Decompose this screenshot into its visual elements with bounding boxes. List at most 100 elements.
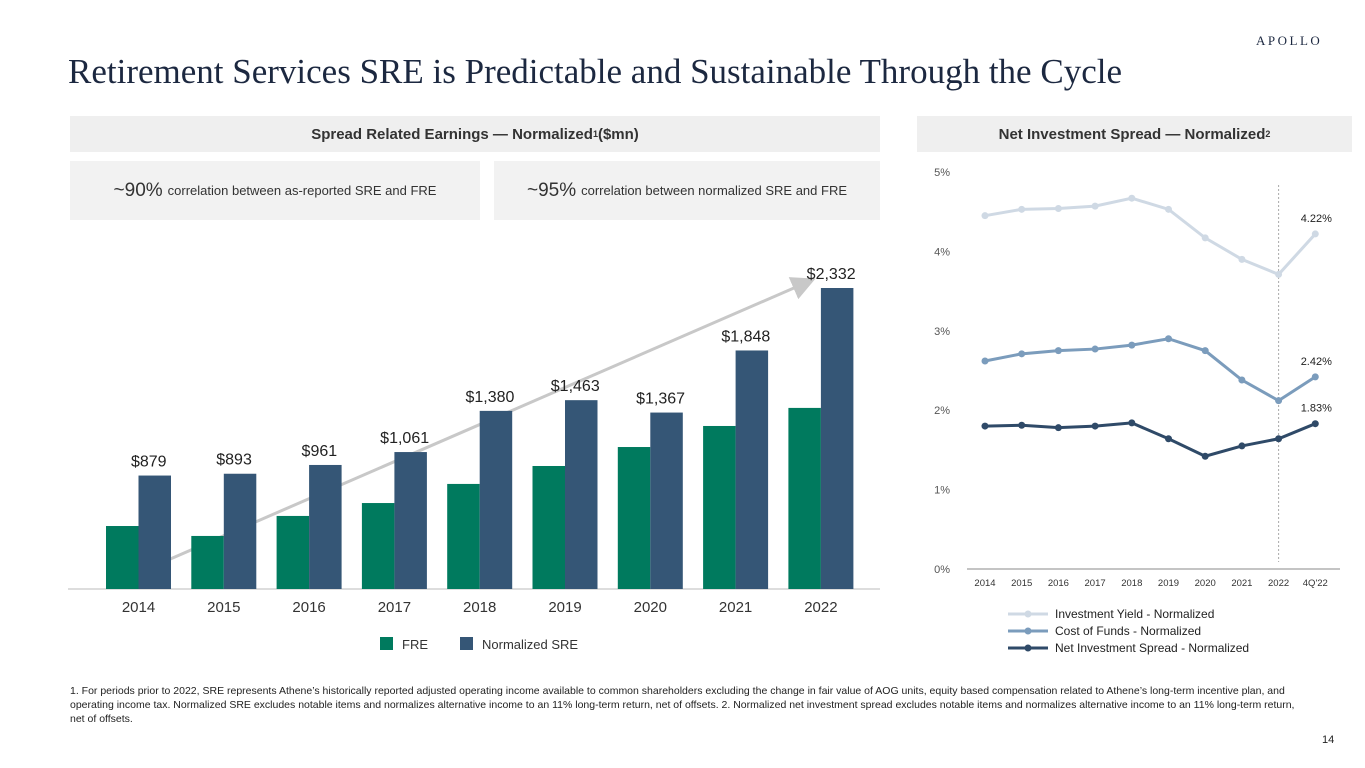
bar-fre-2020: [617, 447, 651, 589]
header-text: Net Investment Spread — Normalized: [998, 125, 1266, 143]
line-y-tick: 3%: [934, 326, 950, 338]
point-0-2020: [1201, 234, 1209, 242]
point-0-2016: [1054, 205, 1062, 213]
line-y-tick: 5%: [934, 167, 950, 179]
right-section-header: Net Investment Spread — Normalized 2: [917, 116, 1352, 152]
bar-x-tick-2022: 2022: [804, 599, 837, 616]
line-y-tick: 2%: [934, 405, 950, 417]
point-2-2017: [1091, 422, 1099, 430]
footnote-ref: 1: [592, 129, 598, 139]
line-y-tick: 0%: [934, 564, 950, 576]
bar-x-tick-2020: 2020: [634, 599, 667, 616]
end-label-1: 2.42%: [1301, 356, 1332, 368]
bar-fre-2014: [106, 526, 139, 589]
bar-value-label-2018: $1,380: [465, 389, 514, 406]
bar-normalized-sre-2014: [138, 475, 171, 589]
bar-normalized-sre-2022: [820, 288, 854, 589]
bar-x-tick-2016: 2016: [292, 599, 325, 616]
bar-normalized-sre-2017: [394, 452, 427, 589]
legend-swatch-fre: [380, 637, 393, 650]
left-section-header: Spread Related Earnings — Normalized 1 ($…: [70, 116, 880, 152]
point-2-2014: [981, 422, 989, 430]
series-line-1: [984, 337, 1317, 403]
point-1-2015: [1018, 350, 1026, 358]
bar-x-tick-2015: 2015: [207, 599, 240, 616]
line-x-tick-2014: 2014: [974, 578, 995, 589]
point-1-2017: [1091, 345, 1099, 353]
bar-value-label-2017: $1,061: [380, 430, 429, 447]
bar-fre-2016: [276, 515, 310, 589]
bar-value-label-2019: $1,463: [551, 378, 600, 395]
bar-normalized-sre-2018: [479, 410, 513, 589]
end-label-0: 4.22%: [1301, 213, 1332, 225]
correlation-box-reported: ~90% correlation between as-reported SRE …: [70, 161, 480, 220]
bar-x-tick-2018: 2018: [463, 599, 496, 616]
correlation-value: ~90%: [113, 179, 163, 201]
bar-normalized-sre-2016: [309, 464, 342, 589]
correlation-text: correlation between as-reported SRE and …: [167, 183, 437, 198]
point-1-2014: [981, 357, 989, 365]
legend-marker-0: [1024, 610, 1032, 618]
legend-label-fre: FRE: [402, 637, 428, 652]
line-x-tick-2015: 2015: [1011, 578, 1032, 589]
line-x-tick-2021: 2021: [1231, 578, 1252, 589]
correlation-value: ~95%: [526, 179, 577, 201]
footnote: 1. For periods prior to 2022, SRE repres…: [70, 685, 1295, 725]
bar-x-tick-2017: 2017: [378, 599, 411, 616]
end-label-2: 1.83%: [1301, 403, 1332, 415]
bar-value-label-2021: $1,848: [721, 328, 770, 345]
point-2-2016: [1054, 424, 1062, 432]
point-2-2022: [1275, 435, 1283, 443]
correlation-box-normalized: ~95% correlation between normalized SRE a…: [494, 161, 880, 220]
bar-normalized-sre-2019: [565, 400, 598, 589]
bar-value-label-2016: $961: [302, 443, 338, 460]
legend-label-0: Investment Yield - Normalized: [1055, 607, 1214, 621]
legend-label-2: Net Investment Spread - Normalized: [1055, 641, 1249, 655]
line-x-tick-2018: 2018: [1121, 578, 1142, 589]
line-x-tick-2022: 2022: [1268, 578, 1289, 589]
point-2-2015: [1018, 421, 1026, 429]
bar-x-tick-2019: 2019: [548, 599, 581, 616]
bar-normalized-sre-2020: [650, 412, 683, 589]
bar-x-tick-2014: 2014: [122, 599, 155, 616]
correlation-text: correlation between normalized SRE and F…: [581, 183, 848, 198]
bar-value-label-2022: $2,332: [807, 266, 856, 283]
line-y-tick: 4%: [934, 246, 950, 258]
point-1-2018: [1128, 341, 1136, 349]
footnote-ref: 2: [1265, 129, 1271, 139]
point-1-2019: [1165, 335, 1172, 343]
point-1-2021: [1238, 376, 1246, 384]
legend-label-normalized-sre: Normalized SRE: [482, 637, 578, 652]
line-x-tick-4Q'22: 4Q'22: [1303, 578, 1328, 589]
point-0-4Q'22: [1311, 230, 1319, 238]
bar-fre-2022: [788, 407, 821, 589]
bar-value-label-2014: $879: [131, 454, 167, 471]
bar-value-label-2020: $1,367: [636, 391, 685, 408]
bar-x-tick-2021: 2021: [719, 599, 752, 616]
header-suffix: ($mn): [597, 125, 639, 143]
bar-normalized-sre-2021: [735, 350, 769, 589]
bar-value-label-2015: $893: [216, 452, 252, 469]
line-x-tick-2017: 2017: [1085, 578, 1106, 589]
line-x-tick-2020: 2020: [1195, 578, 1216, 589]
series-line-2: [984, 421, 1316, 458]
line-y-tick: 1%: [934, 485, 950, 497]
legend-marker-2: [1024, 644, 1032, 652]
point-0-2019: [1165, 205, 1172, 213]
point-1-2020: [1201, 347, 1209, 355]
bar-fre-2015: [191, 535, 224, 589]
legend-label-1: Cost of Funds - Normalized: [1055, 624, 1201, 638]
point-2-2021: [1238, 442, 1246, 450]
bar-fre-2019: [532, 465, 565, 589]
point-0-2015: [1018, 205, 1026, 213]
page-title: Retirement Services SRE is Predictable a…: [68, 52, 1122, 91]
point-1-2016: [1054, 347, 1062, 355]
legend-marker-1: [1024, 627, 1032, 635]
point-2-4Q'22: [1311, 420, 1319, 428]
point-2-2019: [1165, 435, 1172, 443]
point-2-2020: [1201, 452, 1209, 460]
point-0-2018: [1128, 194, 1136, 202]
point-0-2014: [981, 212, 989, 220]
